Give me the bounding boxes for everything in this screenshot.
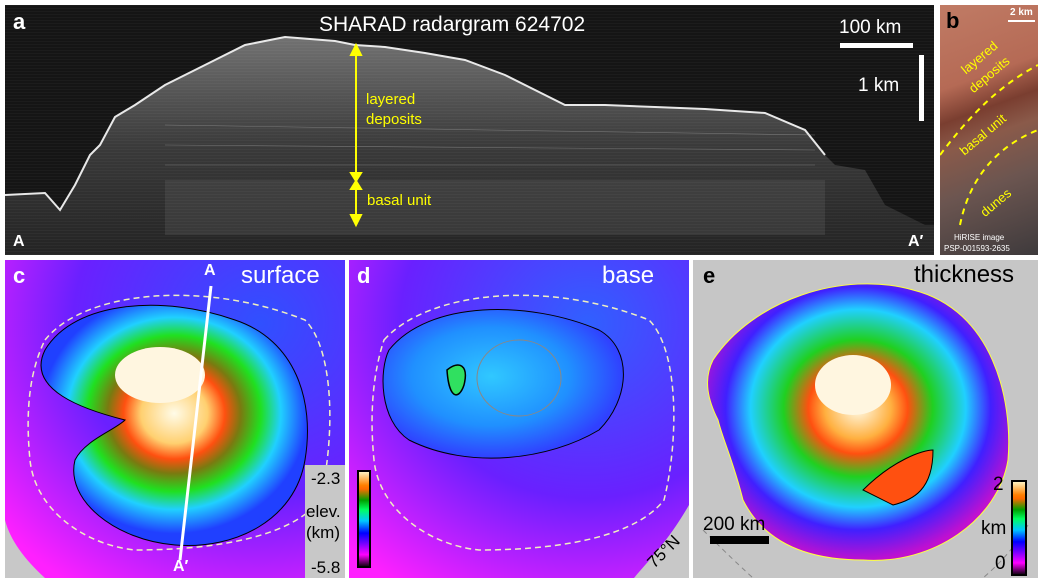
- panel-d-base-map: d base 75°N: [349, 260, 689, 578]
- base-elevation-map: [349, 260, 689, 578]
- elevation-label-2: (km): [306, 523, 340, 542]
- profile-end-marker: A′: [173, 558, 189, 575]
- thickness-unit-label: km: [981, 518, 1007, 539]
- basal-unit-label: basal unit: [367, 192, 432, 209]
- elevation-min-label: -5.8: [311, 558, 341, 577]
- base-title: base: [602, 262, 655, 289]
- panel-e-thickness-map: e thickness 200 km 2 km 0: [693, 260, 1038, 578]
- profile-start-marker: A: [204, 262, 216, 279]
- panel-label-c: c: [13, 263, 26, 288]
- elevation-legend: -2.3 elev. (km) -5.8: [305, 465, 345, 578]
- panel-label-a: a: [13, 9, 26, 34]
- profile-end-label: A′: [908, 233, 924, 250]
- profile-start-label: A: [13, 233, 25, 250]
- hirise-overlay: [940, 20, 1038, 226]
- thickness-scale-label: 200 km: [703, 514, 766, 535]
- elevation-label-1: elev.: [306, 502, 341, 521]
- thickness-max-label: 2: [993, 474, 1004, 495]
- layered-deposits-label-2: deposits: [366, 111, 422, 128]
- thickness-colorbar: [1011, 480, 1027, 576]
- radargram-title: SHARAD radargram 624702: [319, 13, 586, 36]
- layered-deposits-label-1: layered: [366, 91, 416, 108]
- horizontal-scale-label: 100 km: [839, 17, 902, 38]
- panel-c-surface-map: c surface A A′ -2.3 elev. (km) -5.8: [5, 260, 345, 578]
- panel-label-e: e: [703, 263, 716, 288]
- panel-label-d: d: [357, 263, 371, 288]
- hirise-credit-2: PSP-001593-2635: [944, 244, 1010, 253]
- hirise-credit-1: HiRISE image: [954, 233, 1005, 242]
- vertical-scale-label: 1 km: [858, 75, 900, 96]
- radargram-image: [5, 35, 934, 255]
- thickness-min-label: 0: [995, 553, 1006, 574]
- panel-b-hirise-image: b 2 km layered deposits basal unit dunes…: [940, 5, 1038, 255]
- surface-title: surface: [241, 262, 320, 289]
- panel-a-radargram: a SHARAD radargram 624702 layered deposi…: [5, 5, 934, 255]
- radar-texture: [5, 5, 934, 255]
- thickness-title: thickness: [914, 261, 1015, 288]
- thickness-map: [702, 283, 1029, 578]
- hirise-scale-label: 2 km: [1010, 7, 1033, 18]
- elevation-colorbar: [357, 470, 371, 568]
- surface-elevation-map: [5, 260, 345, 578]
- elevation-max-label: -2.3: [311, 469, 341, 488]
- panel-label-b: b: [946, 8, 960, 33]
